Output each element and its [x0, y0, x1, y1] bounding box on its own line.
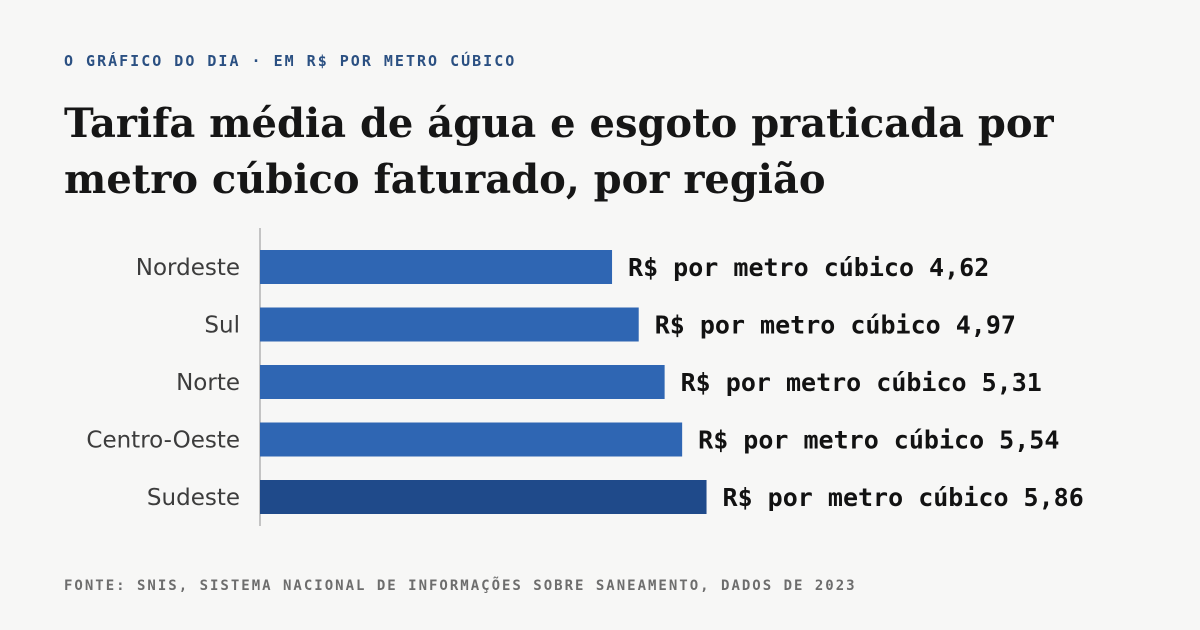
- bar-nordeste: [260, 250, 613, 284]
- bar-sudeste: [260, 480, 707, 514]
- bar-centro-oeste: [260, 422, 683, 457]
- value-label: R$ por metro cúbico 5,54: [698, 426, 1059, 455]
- category-label: Sul: [204, 313, 240, 339]
- category-label: Sudeste: [147, 485, 240, 511]
- value-label: R$ por metro cúbico 4,97: [655, 311, 1016, 340]
- chart-title: Tarifa média de água e esgoto praticada …: [64, 100, 1054, 203]
- value-label: R$ por metro cúbico 5,31: [681, 368, 1042, 397]
- bar-norte: [260, 365, 665, 399]
- chart-kicker: O GRÁFICO DO DIA · EM R$ POR METRO CÚBIC…: [64, 52, 517, 70]
- category-label: Nordeste: [136, 255, 240, 281]
- bar-sul: [260, 307, 639, 342]
- source-note: FONTE: SNIS, SISTEMA NACIONAL DE INFORMA…: [64, 578, 857, 594]
- value-label: R$ por metro cúbico 4,62: [628, 253, 989, 282]
- category-label: Norte: [176, 370, 240, 396]
- bar-chart: Nordeste R$ por metro cúbico 4,62 Sul R$ po…: [86, 228, 1084, 526]
- category-label: Centro-Oeste: [86, 428, 240, 454]
- value-label: R$ por metro cúbico 5,86: [723, 483, 1084, 512]
